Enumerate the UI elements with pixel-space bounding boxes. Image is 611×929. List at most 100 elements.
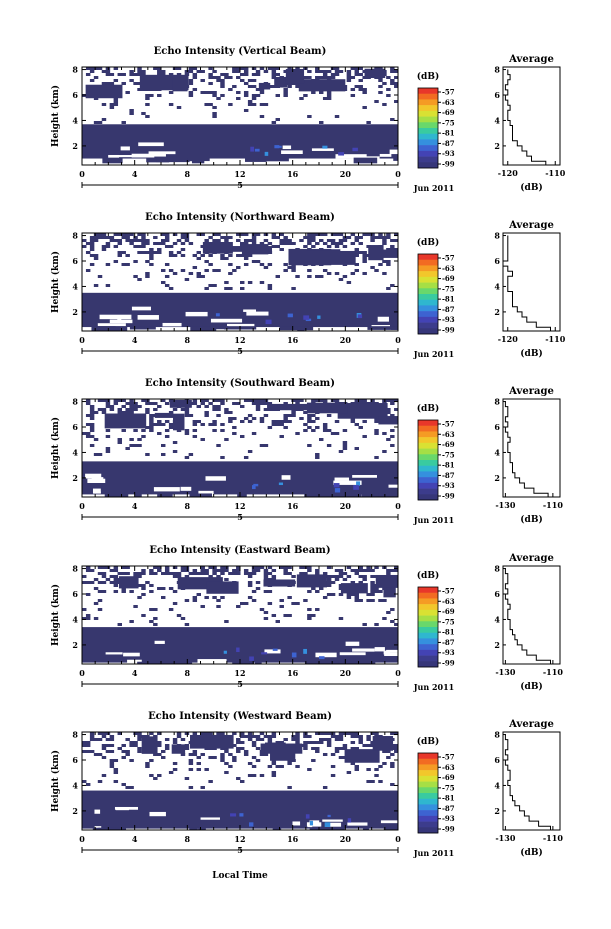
- echo-gap: [162, 322, 182, 327]
- echo-speckle: [243, 109, 249, 112]
- echo-fragment: [189, 827, 198, 830]
- echo-speckle: [315, 750, 320, 753]
- echo-speckle: [319, 121, 324, 124]
- echo-speckle: [192, 572, 198, 575]
- echo-speckle: [121, 429, 126, 432]
- echo-speckle: [386, 611, 391, 614]
- x-tick-label: 8: [185, 668, 191, 678]
- echo-speckle: [113, 103, 119, 106]
- dense-echo-layer: [82, 627, 398, 663]
- echo-speckle: [137, 584, 142, 587]
- echo-speckle: [271, 121, 277, 124]
- y-tick-label: 6: [72, 755, 78, 765]
- echo-speckle: [149, 417, 154, 420]
- echo-speckle: [180, 233, 186, 236]
- echo-speckle: [350, 741, 356, 744]
- echo-speckle: [133, 260, 138, 263]
- echo-speckle: [168, 254, 174, 257]
- echo-speckle: [378, 79, 383, 82]
- echo-fragment: [304, 661, 341, 664]
- y-tick-label: 8: [72, 397, 78, 407]
- echo-speckle: [386, 287, 391, 290]
- echo-speckle: [157, 566, 162, 569]
- echo-speckle: [350, 732, 356, 735]
- echo-speckle: [291, 399, 296, 402]
- echo-speckle: [133, 73, 138, 76]
- echo-speckle: [326, 581, 332, 584]
- echo-speckle: [109, 738, 115, 741]
- echo-speckle: [85, 414, 91, 417]
- echo-fragment: [129, 326, 156, 330]
- echo-speckle: [200, 275, 205, 278]
- echo-speckle: [93, 97, 99, 100]
- x-tick-label: 16: [287, 668, 299, 678]
- echo-speckle: [188, 70, 194, 73]
- echo-speckle: [141, 584, 146, 587]
- echo-speckle: [157, 732, 162, 735]
- colorbar-tick-label: -57: [442, 254, 455, 263]
- echo-speckle: [196, 272, 201, 275]
- echo-speckle: [255, 566, 261, 569]
- echo-speckle: [149, 620, 154, 623]
- echo-speckle: [121, 251, 126, 254]
- echo-speckle: [117, 73, 122, 76]
- echo-spot: [254, 148, 260, 152]
- x-tick-label: 20: [340, 501, 352, 511]
- y-tick-label: 4: [72, 447, 78, 457]
- echo-speckle: [89, 67, 95, 70]
- colorbar-swatch: [418, 609, 438, 616]
- echo-speckle: [149, 774, 154, 777]
- echo-speckle: [204, 596, 209, 599]
- echo-speckle: [334, 70, 340, 73]
- echo-speckle: [192, 266, 198, 269]
- echo-speckle: [89, 239, 95, 242]
- colorbar-swatch: [418, 431, 438, 438]
- echo-speckle: [113, 97, 119, 100]
- echo-speckle: [232, 744, 237, 747]
- echo-speckle: [109, 762, 115, 765]
- echo-gap: [87, 478, 106, 483]
- echo-speckle: [125, 411, 130, 414]
- colorbar-tick-label: -75: [442, 118, 455, 127]
- y-tick-label: 4: [72, 115, 78, 125]
- echo-speckle: [307, 590, 312, 593]
- echo-speckle: [180, 254, 186, 257]
- average-xlabel: (dB): [520, 348, 542, 359]
- echo-speckle: [243, 569, 249, 572]
- echo-speckle: [307, 735, 312, 738]
- echo-speckle: [208, 236, 213, 239]
- echo-speckle: [137, 405, 142, 408]
- echo-speckle: [204, 91, 209, 94]
- echo-speckle: [82, 780, 87, 783]
- echo-gap: [383, 650, 390, 655]
- echo-speckle: [319, 399, 324, 402]
- echo-spot: [230, 813, 237, 817]
- echo-speckle: [113, 771, 119, 774]
- echo-speckle: [137, 750, 142, 753]
- echo-speckle: [263, 590, 269, 593]
- echo-speckle: [243, 572, 249, 575]
- colorbar-swatch: [418, 471, 438, 478]
- echo-speckle: [125, 91, 130, 94]
- echo-speckle: [157, 741, 162, 744]
- echo-speckle: [259, 738, 265, 741]
- echo-speckle: [157, 251, 162, 254]
- echo-speckle: [232, 572, 237, 575]
- echo-speckle: [374, 269, 379, 272]
- echo-speckle: [161, 423, 166, 426]
- echo-speckle: [129, 242, 134, 245]
- echo-speckle: [346, 593, 352, 596]
- echo-speckle: [184, 575, 190, 578]
- colorbar-tick-label: -81: [442, 129, 455, 138]
- echo-speckle: [184, 408, 190, 411]
- echo-speckle: [137, 251, 142, 254]
- echo-speckle: [172, 575, 178, 578]
- colorbar-swatch: [418, 116, 438, 123]
- echo-gap: [347, 822, 368, 826]
- echo-speckle: [89, 732, 95, 735]
- echo-speckle: [315, 67, 320, 70]
- echo-speckle: [255, 402, 261, 405]
- echo-speckle: [161, 269, 166, 272]
- echo-speckle: [362, 260, 367, 263]
- colorbar-tick-label: -57: [442, 88, 455, 97]
